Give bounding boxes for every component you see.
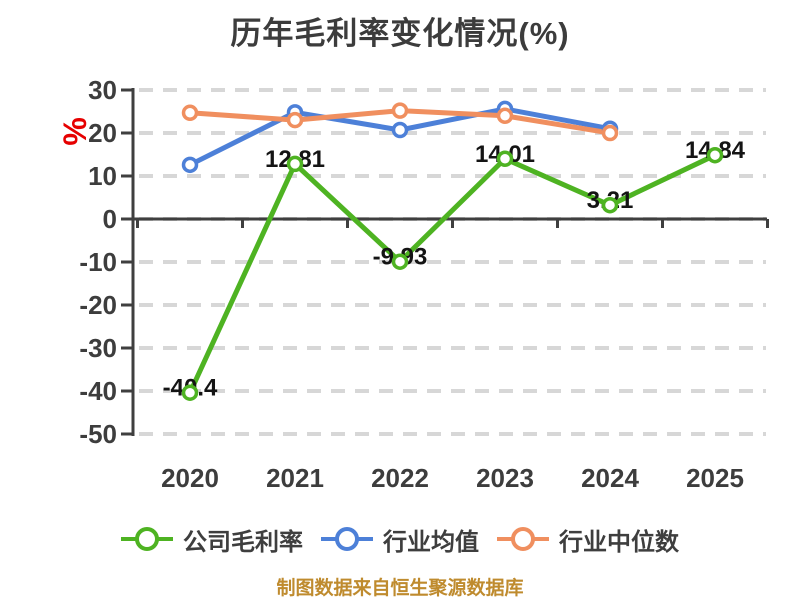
svg-text:-30: -30 xyxy=(79,333,117,363)
svg-text:-20: -20 xyxy=(79,290,117,320)
svg-text:2022: 2022 xyxy=(371,463,429,493)
svg-text:30: 30 xyxy=(88,75,117,105)
svg-text:2025: 2025 xyxy=(686,463,744,493)
legend-item-company-gross-margin: 公司毛利率 xyxy=(121,522,303,557)
legend-label: 公司毛利率 xyxy=(183,528,303,556)
legend-marker-blue xyxy=(321,527,373,551)
legend-item-industry-median: 行业中位数 xyxy=(497,522,679,557)
legend-item-industry-average: 行业均值 xyxy=(321,522,479,557)
svg-text:2023: 2023 xyxy=(476,463,534,493)
chart-legend: 公司毛利率 行业均值 行业中位数 xyxy=(0,522,800,556)
svg-text:2020: 2020 xyxy=(161,463,219,493)
svg-text:2021: 2021 xyxy=(266,463,324,493)
svg-text:2024: 2024 xyxy=(581,463,639,493)
chart-title: 历年毛利率变化情况(%) xyxy=(230,16,570,51)
svg-text:10: 10 xyxy=(88,161,117,191)
legend-marker-green xyxy=(121,527,173,551)
svg-text:20: 20 xyxy=(88,118,117,148)
svg-text:0: 0 xyxy=(103,204,117,234)
legend-marker-orange xyxy=(497,527,549,551)
data-source-note: 制图数据来自恒生聚源数据库 xyxy=(276,578,524,599)
svg-text:-50: -50 xyxy=(79,419,117,449)
svg-text:-10: -10 xyxy=(79,247,117,277)
svg-text:-40: -40 xyxy=(79,376,117,406)
legend-label: 行业均值 xyxy=(383,528,479,556)
legend-label: 行业中位数 xyxy=(559,528,679,556)
